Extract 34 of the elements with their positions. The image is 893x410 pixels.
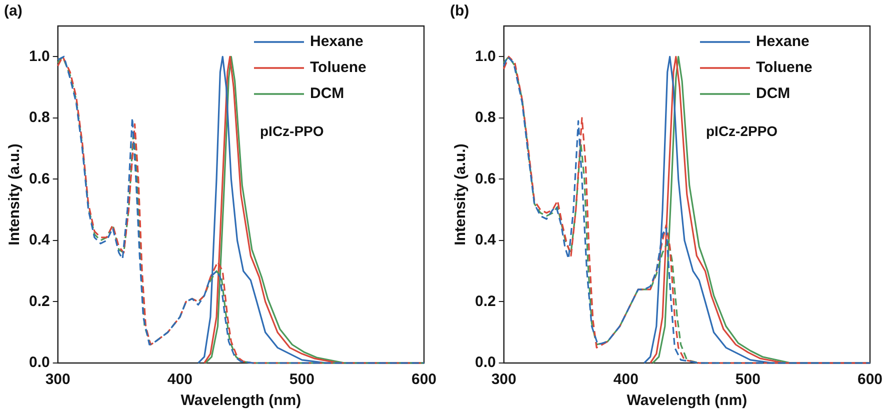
y-tick-label: 0.2 [474, 292, 496, 310]
y-tick-label: 0.2 [28, 292, 50, 310]
x-tick-label: 300 [491, 371, 516, 388]
legend-label: DCM [756, 85, 790, 102]
y-tick-label: 1.0 [474, 48, 496, 65]
annotation: pICz-PPO [260, 122, 324, 139]
x-axis-title: Wavelength (nm) [626, 392, 748, 410]
x-tick-label: 600 [411, 371, 437, 388]
y-tick-label: 0.6 [28, 170, 50, 188]
legend-label: DCM [310, 85, 344, 102]
y-tick-label: 0.4 [28, 232, 50, 249]
y-tick-label: 0.0 [28, 354, 50, 372]
x-axis-title: Wavelength (nm) [180, 392, 302, 410]
legend-label: Toluene [756, 59, 812, 76]
chart-title: (b) [450, 2, 470, 20]
legend-label: Hexane [756, 33, 810, 50]
y-tick-label: 0.8 [474, 109, 496, 126]
y-axis-title: Intensity (a.u.) [452, 144, 470, 246]
x-tick-label: 400 [167, 371, 192, 388]
y-tick-label: 0.6 [474, 170, 496, 188]
y-tick-label: 0.4 [474, 232, 496, 249]
legend-label: Toluene [310, 59, 366, 76]
y-tick-label: 0.0 [474, 354, 496, 372]
x-tick-label: 400 [613, 371, 638, 388]
y-tick-label: 0.8 [28, 109, 50, 126]
y-tick-label: 1.0 [28, 48, 50, 65]
chart-title: (a) [4, 2, 22, 20]
x-tick-label: 500 [735, 371, 760, 388]
annotation: pICz-2PPO [706, 122, 778, 139]
x-tick-label: 600 [857, 371, 883, 388]
x-tick-label: 300 [45, 371, 70, 388]
y-axis-title: Intensity (a.u.) [6, 144, 24, 246]
legend-label: Hexane [310, 33, 364, 50]
x-tick-label: 500 [289, 371, 314, 388]
